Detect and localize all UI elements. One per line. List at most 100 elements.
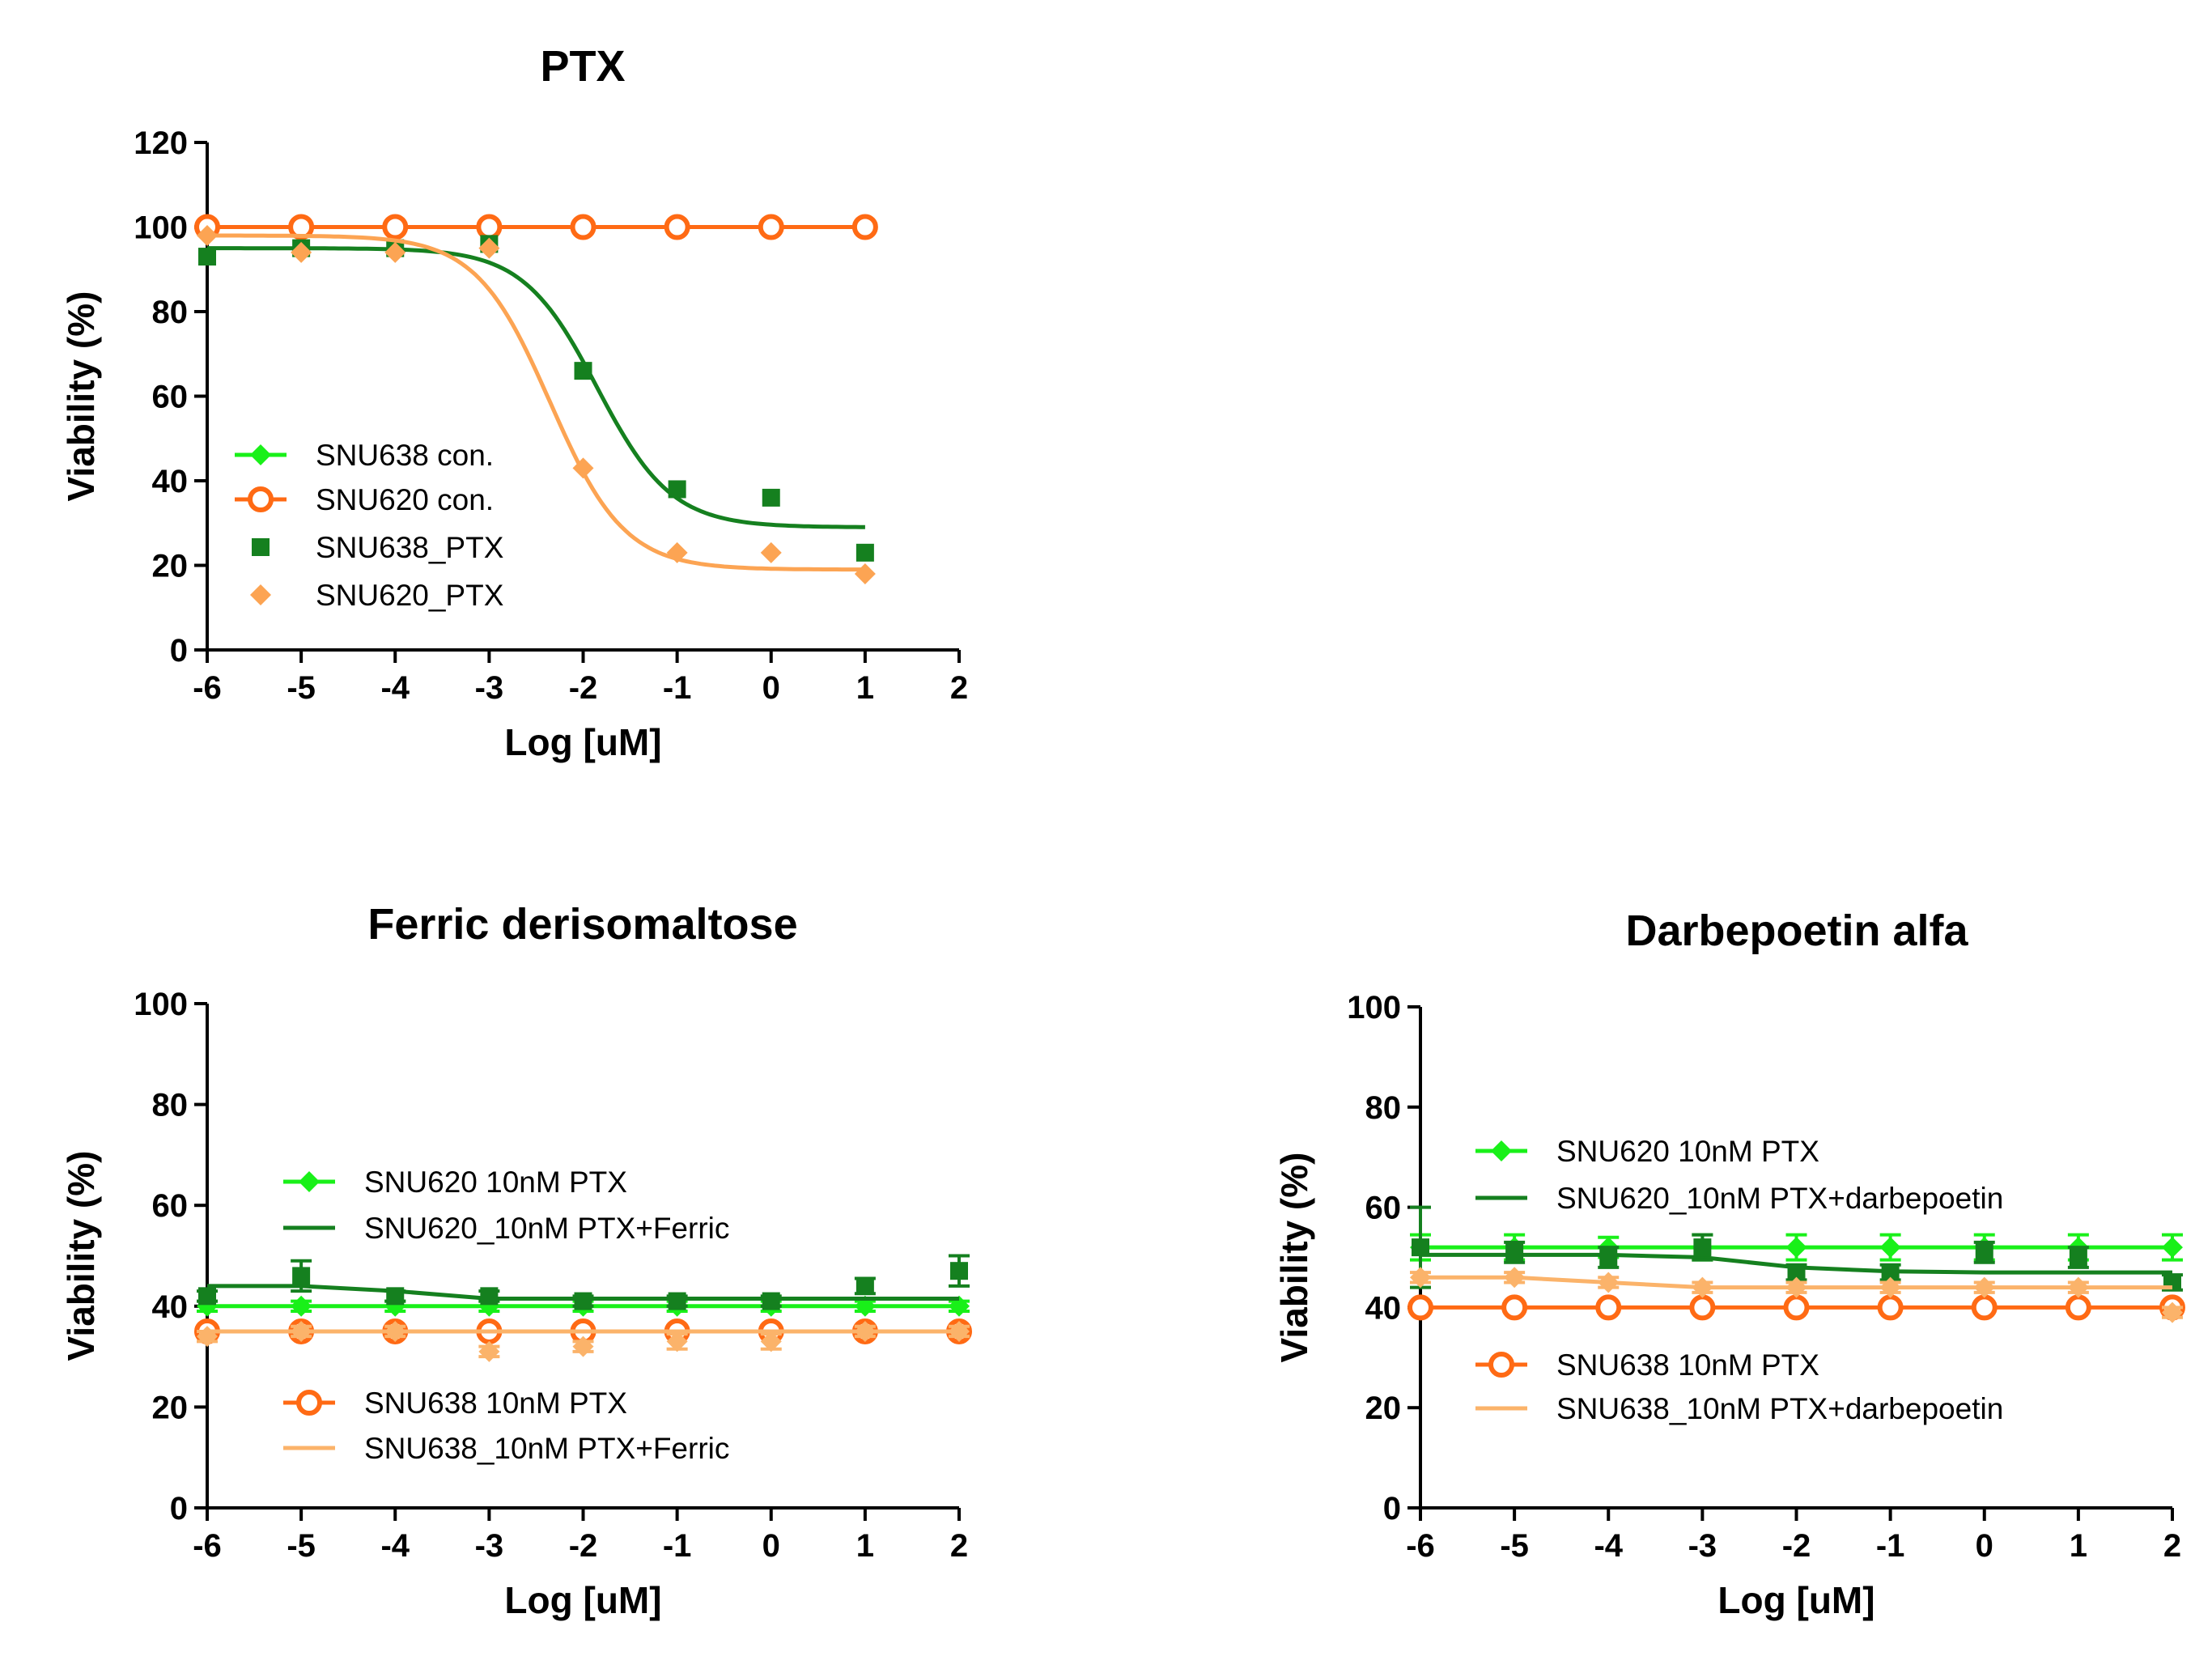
data-point [1783,1294,1810,1321]
legend-marker [250,584,271,605]
chart-darbepoetin-alfa: Darbepoetin alfa-6 -5 -4 -3 -2 -1 0 1 2020406080… [1273,907,2185,1621]
legend-marker [1491,1140,1512,1161]
data-point [762,1292,780,1310]
y-axis-label: Viability (%) [1273,1153,1315,1363]
y-tick-label: 40 [1365,1290,1402,1326]
legend-label: SNU620_10nM PTX+Ferric [364,1212,729,1245]
legend-label: SNU620_PTX [316,579,503,612]
x-tick-label: 2 [2163,1528,2181,1564]
data-point [291,1295,312,1317]
legend-label: SNU620 10nM PTX [364,1166,627,1199]
legend-label: SNU620_10nM PTX+darbepoetin [1556,1182,2003,1215]
data-point [198,248,216,266]
data-point [292,1267,311,1285]
data-point [760,541,782,563]
data-point [197,1326,218,1348]
legend-marker [248,486,274,512]
data-point [1501,1294,1528,1321]
legend-entry: SNU638_10nM PTX+darbepoetin [1475,1392,2003,1425]
x-tick-label: -4 [380,670,410,706]
fit-curve [207,246,865,529]
data-point [291,241,312,263]
y-axis-label: Viability (%) [60,291,102,502]
x-tick-label: -1 [663,1528,692,1564]
data-point [1785,1276,1807,1298]
y-tick-label: 20 [1365,1391,1402,1426]
data-point [949,1320,970,1342]
legend-label: SNU638_PTX [316,531,503,564]
data-point [480,1287,499,1306]
y-tick-label: 100 [1347,990,1401,1025]
data-point [666,1331,688,1352]
data-point [2162,1301,2183,1323]
legend-entry: SNU638_10nM PTX+Ferric [283,1432,729,1465]
data-point [950,1262,968,1280]
x-tick-label: 1 [2070,1528,2087,1564]
legend-entry: SNU638_PTX [252,531,503,564]
data-point [856,1276,874,1295]
data-point [664,214,690,240]
y-tick-label: 120 [134,125,188,161]
y-tick-label: 0 [170,1491,188,1526]
x-tick-label: 0 [1976,1528,1993,1564]
y-axis-label: Viability (%) [60,1151,102,1361]
legend-marker [252,538,270,556]
series-snu620-con- [194,214,878,240]
x-tick-label: -1 [663,670,692,706]
data-point [854,1295,876,1317]
data-point [1599,1248,1618,1267]
y-tick-label: 60 [1365,1191,1402,1226]
data-point [476,214,503,240]
data-point [384,1320,406,1342]
legend-entry: SNU620_10nM PTX+Ferric [283,1212,729,1245]
x-tick-label: 0 [762,1528,780,1564]
data-point [572,1335,594,1357]
chart-title: Ferric derisomaltose [367,900,797,949]
x-tick-label: -4 [380,1528,410,1564]
data-point [668,1292,686,1310]
series-snu638-ptx [198,235,874,562]
data-point [666,541,688,563]
data-point [1785,1237,1807,1259]
data-point [854,1320,876,1342]
data-point [1689,1294,1716,1321]
x-tick-label: -5 [287,1528,316,1564]
x-tick-label: -6 [1406,1528,1435,1564]
data-point [668,480,686,499]
legend-entry: SNU620_10nM PTX+darbepoetin [1475,1182,2003,1215]
series-snu638-10nm-ptx [1407,1294,2185,1321]
y-tick-label: 80 [152,1088,189,1123]
data-point [1412,1238,1429,1257]
legend-entry: SNU638 10nM PTX [283,1386,627,1420]
data-point [570,214,597,240]
x-tick-label: -6 [193,1528,222,1564]
chart-title: Darbepoetin alfa [1625,907,1968,955]
fit-curve [207,233,865,572]
series-snu620-10nm-ptx-darbepoetin [1410,1205,2183,1292]
x-axis-label: Log [uM] [504,721,661,763]
data-point [1877,1294,1904,1321]
data-point [1505,1243,1524,1262]
data-point [854,563,876,584]
x-axis-label: Log [uM] [504,1579,661,1621]
data-point [478,237,500,259]
x-tick-label: -5 [287,670,316,706]
x-tick-label: 2 [950,670,968,706]
legend-label: SNU620 10nM PTX [1556,1135,1819,1168]
data-point [198,1287,216,1306]
y-tick-label: 60 [152,1188,189,1224]
chart-title: PTX [540,42,625,91]
legend-marker [296,1390,322,1416]
data-point [762,488,780,507]
data-point [197,224,218,246]
y-tick-label: 20 [152,549,189,584]
x-axis-label: Log [uM] [1717,1579,1874,1621]
legend-entry: SNU620 10nM PTX [1475,1135,1819,1168]
data-point [1971,1294,1998,1321]
data-point [760,1331,782,1352]
data-point [1504,1267,1526,1289]
data-point [1881,1263,1900,1282]
legend-entry: SNU620 con. [235,483,494,516]
series-snu620-ptx [197,224,876,584]
legend-label: SNU638 10nM PTX [364,1386,627,1420]
